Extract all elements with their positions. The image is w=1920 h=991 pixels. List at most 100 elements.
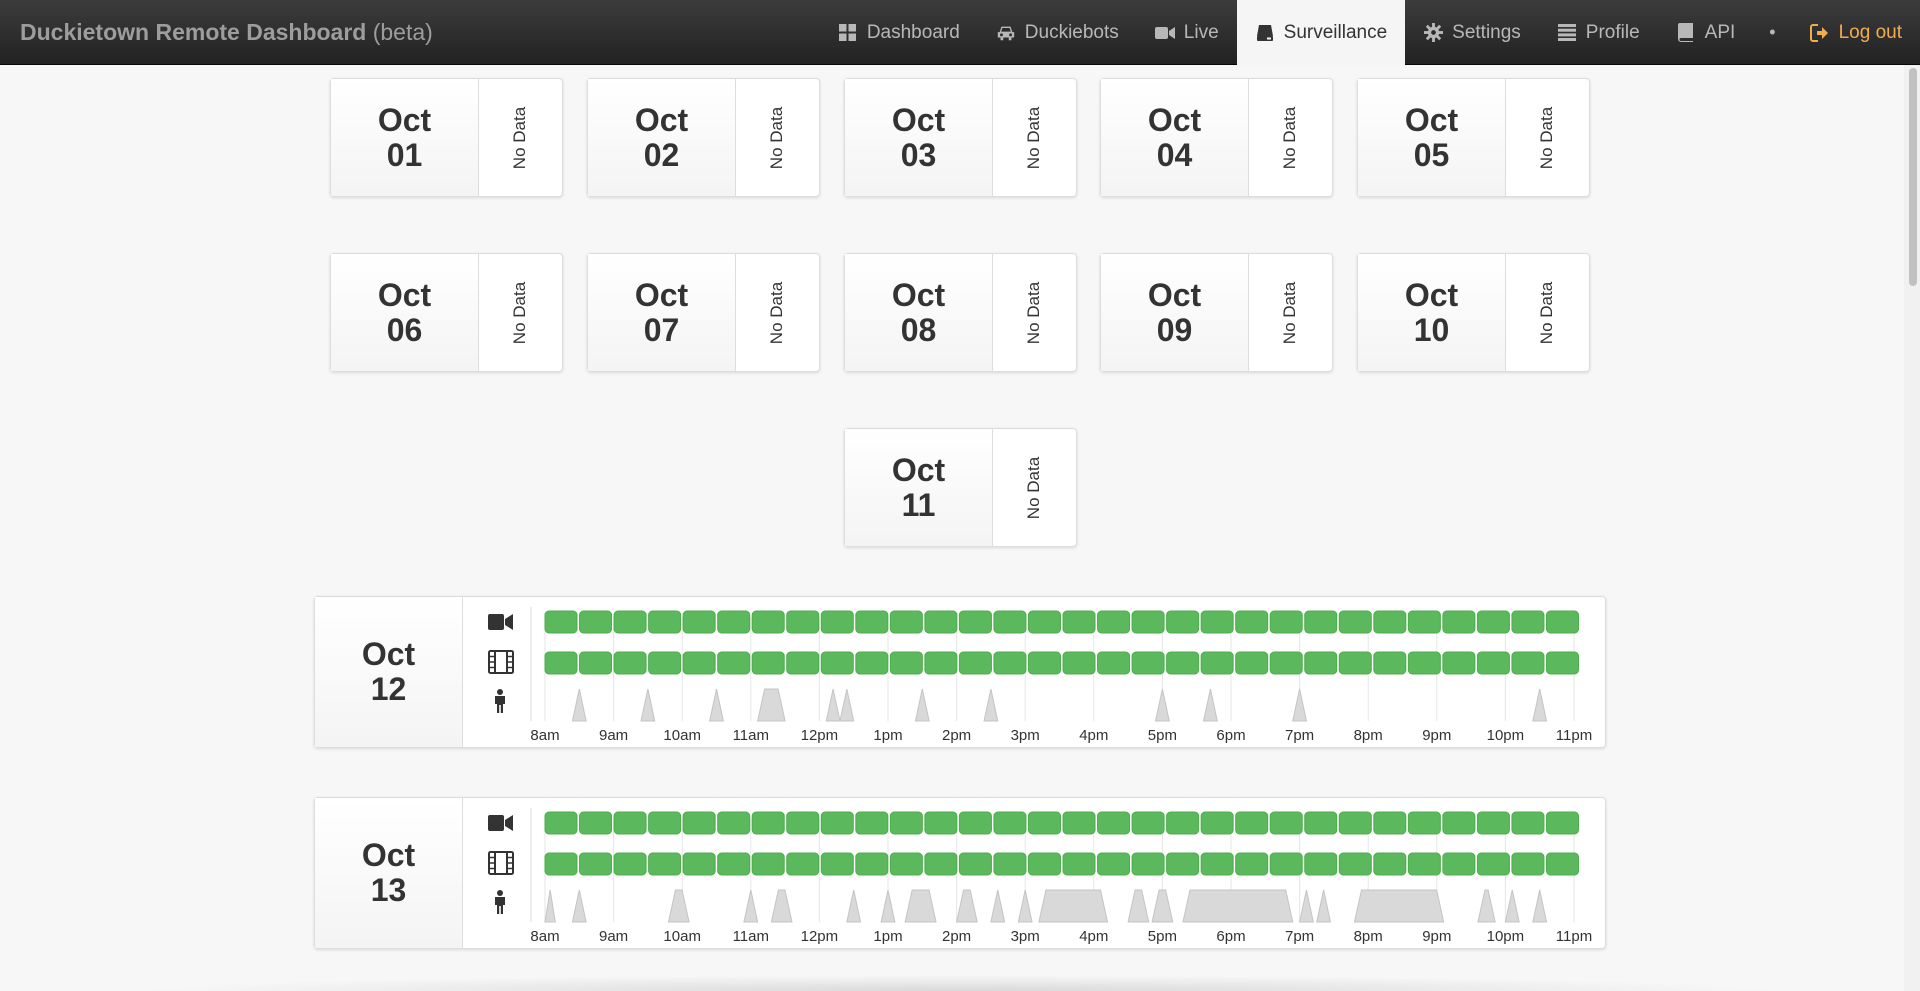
recording-segment[interactable] [1269,610,1303,634]
video-segment[interactable] [1304,651,1338,675]
recording-segment[interactable] [855,811,889,835]
activity-peak[interactable] [1298,889,1314,923]
recording-segment[interactable] [958,811,992,835]
recording-segment[interactable] [682,811,716,835]
video-segment[interactable] [889,651,923,675]
nav-logout[interactable]: Log out [1792,0,1920,65]
recording-segment[interactable] [786,811,820,835]
video-segment[interactable] [1442,852,1476,876]
video-segment[interactable] [1235,852,1269,876]
recording-segment[interactable] [820,610,854,634]
activity-peak[interactable] [880,889,896,923]
video-segment[interactable] [1304,852,1338,876]
video-segment[interactable] [1338,651,1372,675]
activity-peak[interactable] [757,688,786,722]
recording-segment[interactable] [1269,811,1303,835]
recording-segment[interactable] [1166,811,1200,835]
video-segment[interactable] [924,852,958,876]
video-segment[interactable] [855,651,889,675]
recording-segment[interactable] [544,610,578,634]
video-segment[interactable] [1131,852,1165,876]
video-segment[interactable] [613,651,647,675]
video-segment[interactable] [1062,651,1096,675]
activity-peak[interactable] [1353,889,1445,923]
day-card[interactable]: Oct 08 No Data [844,253,1077,372]
video-segment[interactable] [1476,852,1510,876]
video-segment[interactable] [993,651,1027,675]
recording-segment[interactable] [1545,811,1580,835]
video-segment[interactable] [751,651,785,675]
video-segment[interactable] [1062,852,1096,876]
activity-peak[interactable] [1182,889,1294,923]
nav-live[interactable]: Live [1137,0,1237,65]
video-segment[interactable] [751,852,785,876]
recording-segment[interactable] [1304,610,1338,634]
recording-segment[interactable] [1511,610,1545,634]
activity-peak[interactable] [983,688,999,722]
recording-segment[interactable] [1442,610,1476,634]
recording-segment[interactable] [1027,811,1062,835]
activity-peak[interactable] [709,688,724,722]
recording-segment[interactable] [1062,811,1096,835]
activity-peak[interactable] [1154,688,1170,722]
recording-segment[interactable] [889,610,923,634]
activity-peak[interactable] [1038,889,1109,923]
day-card[interactable]: Oct 01 No Data [330,78,563,197]
day-card[interactable]: Oct 03 No Data [844,78,1077,197]
recording-segment[interactable] [1511,811,1545,835]
activity-peak[interactable] [990,889,1006,923]
recording-segment[interactable] [717,811,751,835]
recording-segment[interactable] [1407,610,1441,634]
recording-segment[interactable] [1373,610,1407,634]
video-segment[interactable] [1166,651,1200,675]
recording-segment[interactable] [1131,610,1165,634]
recording-segment[interactable] [924,811,958,835]
recording-segment[interactable] [648,610,682,634]
recording-segment[interactable] [855,610,889,634]
activity-peak[interactable] [1202,688,1218,722]
recording-segment[interactable] [1442,811,1476,835]
video-segment[interactable] [1097,651,1131,675]
day-card[interactable]: Oct 09 No Data [1100,253,1333,372]
scrollbar-thumb[interactable] [1909,68,1917,286]
video-segment[interactable] [717,651,751,675]
video-segment[interactable] [717,852,751,876]
recording-segment[interactable] [1027,610,1062,634]
video-segment[interactable] [820,852,854,876]
video-segment[interactable] [1407,651,1441,675]
recording-segment[interactable] [751,811,785,835]
video-segment[interactable] [1338,852,1372,876]
video-segment[interactable] [1511,651,1545,675]
activity-peak[interactable] [839,688,855,722]
recording-segment[interactable] [958,610,992,634]
video-segment[interactable] [820,651,854,675]
recording-segment[interactable] [717,610,751,634]
video-segment[interactable] [993,852,1027,876]
video-segment[interactable] [855,852,889,876]
video-segment[interactable] [613,852,647,876]
activity-peak[interactable] [904,889,937,923]
recording-segment[interactable] [1062,610,1096,634]
video-segment[interactable] [544,651,578,675]
recording-segment[interactable] [1476,811,1510,835]
activity-peak[interactable] [1127,889,1150,923]
video-segment[interactable] [682,651,716,675]
recording-segment[interactable] [924,610,958,634]
activity-peak[interactable] [1477,889,1496,923]
activity-peak[interactable] [1151,889,1174,923]
video-segment[interactable] [958,651,992,675]
recording-segment[interactable] [1373,811,1407,835]
recording-segment[interactable] [1097,610,1131,634]
nav-settings[interactable]: Settings [1405,0,1539,65]
nav-duckiebots[interactable]: Duckiebots [978,0,1137,65]
video-segment[interactable] [1545,651,1580,675]
video-segment[interactable] [1545,852,1580,876]
recording-segment[interactable] [1304,811,1338,835]
activity-peak[interactable] [743,889,759,923]
nav-dashboard[interactable]: Dashboard [820,0,978,65]
video-segment[interactable] [1442,651,1476,675]
recording-segment[interactable] [1131,811,1165,835]
activity-peak[interactable] [846,889,862,923]
activity-peak[interactable] [1017,889,1033,923]
recording-segment[interactable] [993,811,1027,835]
